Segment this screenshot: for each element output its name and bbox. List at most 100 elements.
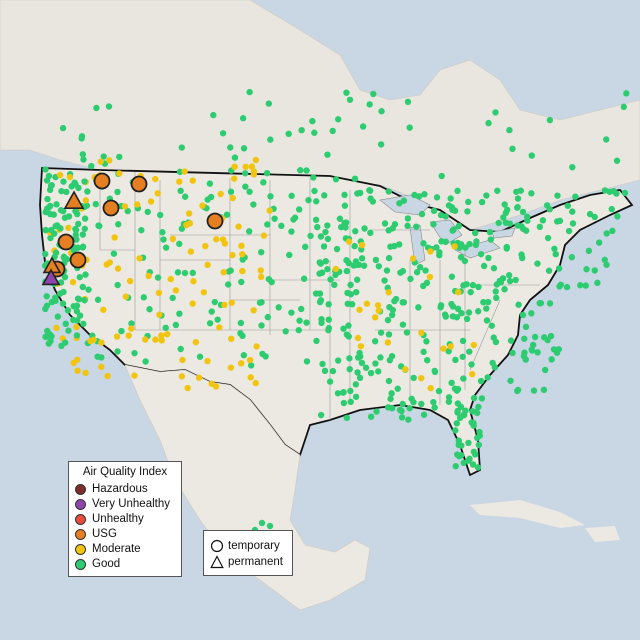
monitor-point-usg bbox=[102, 199, 120, 217]
monitor-point bbox=[354, 190, 361, 197]
monitor-point bbox=[551, 245, 558, 252]
monitor-point bbox=[208, 308, 215, 315]
monitor-point bbox=[427, 384, 434, 392]
monitor-point bbox=[140, 294, 147, 301]
monitor-point bbox=[546, 206, 553, 213]
legend-label-good: Good bbox=[92, 558, 121, 570]
monitor-point bbox=[266, 522, 274, 530]
aqi-legend: Air Quality Index Hazardous Very Unhealt… bbox=[68, 461, 182, 577]
monitor-point bbox=[95, 222, 102, 229]
monitor-point bbox=[42, 250, 49, 258]
monitor-point bbox=[620, 103, 627, 111]
monitor-point bbox=[332, 265, 340, 273]
monitor-point bbox=[145, 272, 152, 280]
monitor-point bbox=[239, 267, 246, 275]
monitor-point bbox=[48, 182, 55, 189]
monitor-point bbox=[192, 338, 200, 346]
monitor-point bbox=[238, 242, 245, 250]
monitor-point bbox=[603, 230, 610, 237]
monitor-point bbox=[494, 187, 501, 194]
monitor-point bbox=[178, 225, 186, 232]
monitor-point bbox=[545, 267, 553, 274]
monitor-point bbox=[585, 247, 593, 255]
legend-item-temporary: temporary bbox=[210, 539, 280, 553]
monitor-point bbox=[177, 345, 184, 353]
monitor-point bbox=[334, 390, 342, 397]
monitor-point bbox=[396, 241, 403, 248]
monitor-point bbox=[74, 367, 81, 374]
monitor-point bbox=[94, 296, 102, 303]
monitor-point bbox=[465, 309, 473, 316]
very-unhealthy-swatch-icon bbox=[75, 498, 86, 510]
monitor-point bbox=[462, 244, 469, 251]
monitor-point bbox=[79, 151, 87, 158]
monitor-point bbox=[366, 101, 373, 108]
monitor-point bbox=[420, 348, 427, 356]
monitor-point bbox=[352, 381, 360, 388]
monitor-point bbox=[227, 267, 234, 274]
monitor-point bbox=[514, 203, 521, 211]
monitor-point bbox=[336, 215, 344, 222]
triangle-icon bbox=[210, 555, 224, 569]
monitor-point bbox=[73, 323, 80, 331]
monitor-point-permanent bbox=[63, 190, 85, 209]
monitor-point bbox=[534, 349, 541, 356]
monitor-point bbox=[134, 201, 141, 208]
monitor-point bbox=[426, 273, 434, 281]
monitor-point bbox=[565, 227, 573, 235]
monitor-point bbox=[184, 384, 191, 392]
monitor-point bbox=[454, 187, 461, 195]
monitor-point bbox=[431, 367, 438, 375]
monitor-point bbox=[486, 228, 494, 236]
monitor-point bbox=[54, 313, 62, 320]
monitor-point bbox=[430, 221, 437, 228]
monitor-point bbox=[448, 273, 456, 280]
monitor-point bbox=[114, 281, 121, 289]
monitor-point bbox=[128, 320, 135, 327]
monitor-point bbox=[181, 168, 188, 175]
monitor-point bbox=[555, 265, 563, 272]
monitor-point bbox=[100, 306, 107, 313]
monitor-point bbox=[354, 334, 362, 342]
monitor-point bbox=[296, 317, 303, 324]
monitor-point bbox=[340, 325, 347, 332]
monitor-point bbox=[267, 193, 274, 200]
monitor-point bbox=[252, 156, 260, 164]
monitor-point bbox=[528, 310, 535, 317]
monitor-point bbox=[104, 372, 111, 380]
monitor-point bbox=[345, 322, 352, 329]
monitor-point bbox=[155, 289, 163, 297]
monitor-point bbox=[332, 176, 340, 183]
monitor-point bbox=[317, 411, 325, 419]
monitor-point bbox=[152, 175, 159, 183]
monitor-point bbox=[371, 338, 379, 345]
monitor-point bbox=[172, 287, 180, 294]
monitor-point bbox=[356, 306, 363, 313]
cuba bbox=[470, 500, 585, 528]
legend-item-very-unhealthy: Very Unhealthy bbox=[75, 497, 170, 511]
monitor-point bbox=[489, 359, 496, 367]
monitor-point bbox=[377, 329, 385, 336]
circle-icon bbox=[210, 539, 224, 553]
monitor-point bbox=[105, 103, 113, 110]
monitor-point bbox=[239, 115, 247, 122]
monitor-point bbox=[435, 387, 443, 395]
monitor-point bbox=[520, 352, 528, 360]
monitor-point bbox=[331, 281, 338, 289]
legend-item-unhealthy: Unhealthy bbox=[75, 512, 144, 526]
monitor-point bbox=[454, 451, 461, 458]
monitor-point bbox=[375, 307, 382, 314]
monitor-point bbox=[264, 313, 272, 321]
monitor-point bbox=[465, 439, 472, 447]
monitor-point bbox=[45, 340, 53, 347]
monitor-point bbox=[265, 100, 273, 107]
monitor-point-usg bbox=[69, 251, 87, 269]
monitor-point bbox=[238, 278, 245, 286]
monitor-point bbox=[499, 275, 507, 282]
monitor-point bbox=[442, 213, 449, 220]
monitor-point bbox=[65, 327, 72, 334]
monitor-point bbox=[52, 249, 60, 256]
monitor-point bbox=[522, 227, 530, 234]
monitor-point bbox=[341, 191, 348, 199]
monitor-point bbox=[457, 253, 465, 261]
